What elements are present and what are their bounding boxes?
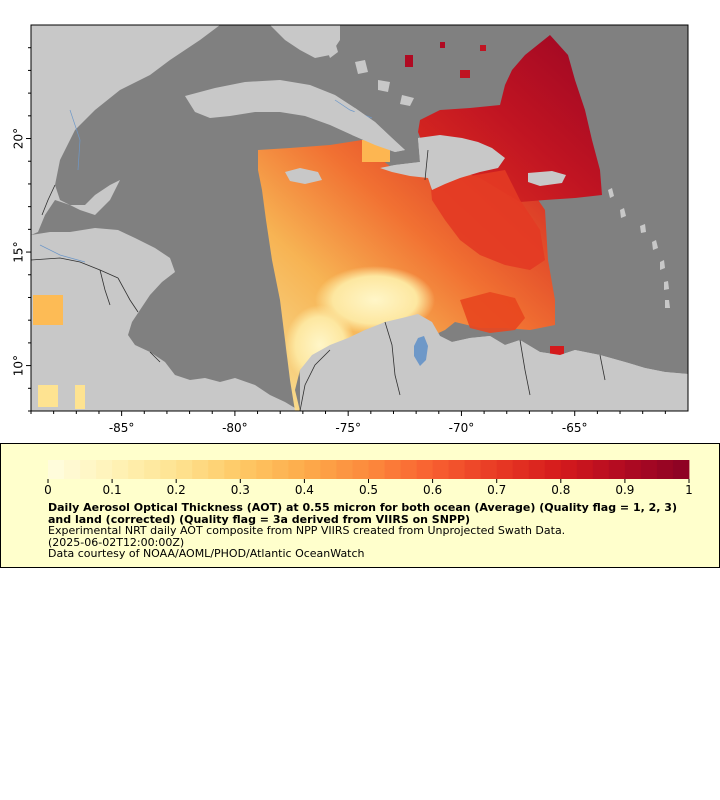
colorbar-cell	[112, 460, 129, 479]
aot-land-speckle	[75, 385, 85, 409]
colorbar-cell	[96, 460, 113, 479]
colorbar-cell	[272, 460, 289, 479]
lon-tick-label: -70°	[449, 421, 475, 435]
land-jamaica-mask	[285, 168, 322, 184]
legend-date: (2025-06-02T12:00:00Z)	[48, 535, 185, 549]
colorbar-cell	[544, 460, 562, 479]
colorbar-cell	[560, 460, 578, 479]
aot-speckle	[480, 45, 486, 51]
colorbar: 0 0.1 0.2 0.3 0.4 0.5 0.6 0.7 0.8 0.9 1	[44, 460, 693, 497]
colorbar-cell	[400, 460, 417, 479]
land-puerto-rico-mask	[528, 171, 566, 186]
colorbar-cell	[640, 460, 658, 479]
colorbar-cell	[672, 460, 690, 479]
plot-frame	[30, 24, 689, 412]
colorbar-cell	[304, 460, 321, 479]
colorbar-cell	[512, 460, 530, 479]
aot-speckle	[440, 42, 445, 48]
colorbar-tick-label: 0.8	[551, 483, 570, 497]
map-figure: -85° -80° -75° -70° -65° 10° 15° 20°	[12, 24, 689, 435]
colorbar-cells	[48, 460, 690, 479]
aot-red-band	[430, 170, 545, 270]
colorbar-cell	[496, 460, 514, 479]
colorbar-tick-label: 0	[44, 483, 52, 497]
aot-speckle	[405, 55, 413, 67]
colorbar-tick-label: 0.7	[487, 483, 506, 497]
colorbar-cell	[368, 460, 385, 479]
map-area	[31, 25, 688, 411]
aot-low-plume	[315, 266, 435, 334]
colorbar-cell	[464, 460, 482, 479]
colorbar-cell	[592, 460, 610, 479]
colorbar-cell	[608, 460, 626, 479]
aot-land-speckle	[38, 385, 58, 407]
colorbar-cell	[48, 460, 65, 479]
colorbar-cell	[432, 460, 450, 479]
colorbar-cell	[240, 460, 257, 479]
colorbar-cell	[160, 460, 177, 479]
colorbar-cell	[448, 460, 466, 479]
colorbar-cell	[64, 460, 81, 479]
lon-tick-label: -85°	[109, 421, 135, 435]
colorbar-cell	[288, 460, 305, 479]
lon-tick-label: -80°	[222, 421, 248, 435]
colorbar-cell	[256, 460, 273, 479]
colorbar-tick-label: 0.9	[615, 483, 634, 497]
land-central-america	[31, 228, 300, 411]
colorbar-cell	[576, 460, 594, 479]
legend-title: Daily Aerosol Optical Thickness (AOT) at…	[48, 501, 677, 526]
colorbar-tick-label: 0.3	[231, 483, 250, 497]
legend-description: Experimental NRT daily AOT composite fro…	[48, 524, 566, 537]
lon-tick-label: -65°	[562, 421, 588, 435]
colorbar-cell	[192, 460, 209, 479]
aot-speckle	[460, 70, 470, 78]
latitude-axis: 10° 15° 20°	[12, 47, 31, 412]
aot-land-speckle	[33, 295, 63, 325]
aot-red-patch-south	[460, 292, 525, 333]
colorbar-cell	[352, 460, 369, 479]
map-svg: -85° -80° -75° -70° -65° 10° 15° 20°	[12, 24, 689, 435]
colorbar-cell	[320, 460, 337, 479]
colorbar-cell	[224, 460, 241, 479]
colorbar-cell	[144, 460, 161, 479]
aot-data-overlay	[33, 35, 602, 411]
colorbar-cell	[384, 460, 401, 479]
longitude-axis: -85° -80° -75° -70° -65°	[30, 411, 666, 435]
land-cuba	[185, 80, 405, 152]
colorbar-cell	[80, 460, 97, 479]
colorbar-cell	[208, 460, 225, 479]
colorbar-tick-label: 0.1	[103, 483, 122, 497]
lon-tick-label: -75°	[335, 421, 361, 435]
colorbar-cell	[480, 460, 498, 479]
borders-overlay	[299, 149, 606, 411]
colorbar-tick-label: 0.4	[295, 483, 314, 497]
colorbar-cell	[176, 460, 193, 479]
lat-tick-label: 15°	[12, 241, 26, 262]
land-bahamas	[325, 42, 414, 106]
colorbar-cell	[656, 460, 674, 479]
lat-tick-label: 20°	[12, 128, 26, 149]
colorbar-tick-label: 0.6	[423, 483, 442, 497]
colorbar-labels: 0 0.1 0.2 0.3 0.4 0.5 0.6 0.7 0.8 0.9 1	[44, 479, 693, 497]
legend-credit: Data courtesy of NOAA/AOML/PHOD/Atlantic…	[48, 547, 365, 560]
colorbar-tick-label: 0.5	[359, 483, 378, 497]
colorbar-cell	[128, 460, 145, 479]
land-florida	[270, 25, 340, 58]
lat-tick-label: 10°	[12, 355, 26, 376]
land-gulf-coast	[31, 25, 220, 235]
land-cuba-mask	[352, 108, 405, 152]
colorbar-cell	[528, 460, 546, 479]
colorbar-cell	[416, 460, 433, 479]
land-south-america-mask	[300, 314, 688, 411]
land-hispaniola-mask	[380, 135, 505, 190]
legend-panel: 0 0.1 0.2 0.3 0.4 0.5 0.6 0.7 0.8 0.9 1 Daily Aero…	[0, 443, 720, 568]
colorbar-tick-label: 0.2	[167, 483, 186, 497]
lake-maracaibo-mask	[414, 336, 428, 366]
colorbar-cell	[624, 460, 642, 479]
colorbar-tick-label: 1	[685, 483, 693, 497]
colorbar-cell	[336, 460, 353, 479]
land-lesser-antilles	[608, 188, 670, 308]
